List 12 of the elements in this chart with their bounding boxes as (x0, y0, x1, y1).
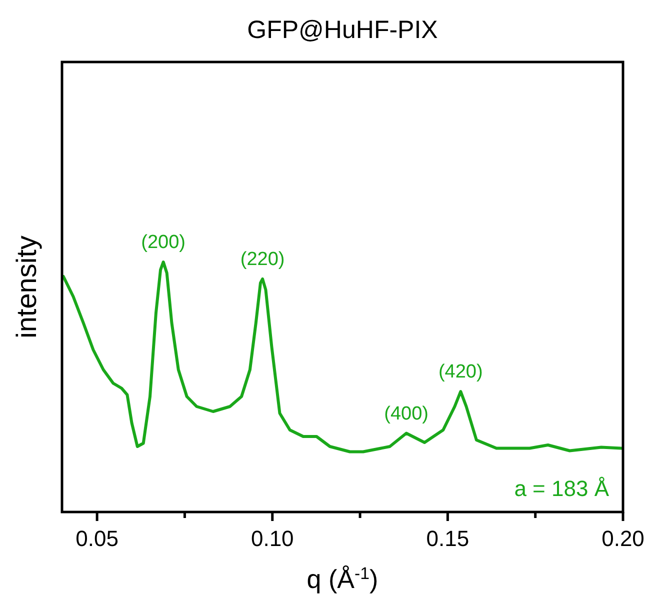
x-tick-label: 0.10 (250, 526, 294, 551)
y-axis-title: intensity (11, 236, 42, 338)
annotation: (220) (240, 249, 285, 270)
annotation: (200) (141, 232, 186, 253)
chart-title: GFP@HuHF-PIX (247, 16, 438, 44)
x-axis-title: q (Å$^{-1}$) (306, 564, 378, 594)
x-tick-label: 0.20 (602, 526, 644, 551)
annotation: a = 183 Å (514, 476, 610, 501)
x-tick-label: 0.15 (426, 526, 470, 551)
annotation: (420) (438, 362, 483, 382)
annotation: (400) (384, 403, 428, 424)
x-tick-label: 0.05 (76, 526, 118, 551)
